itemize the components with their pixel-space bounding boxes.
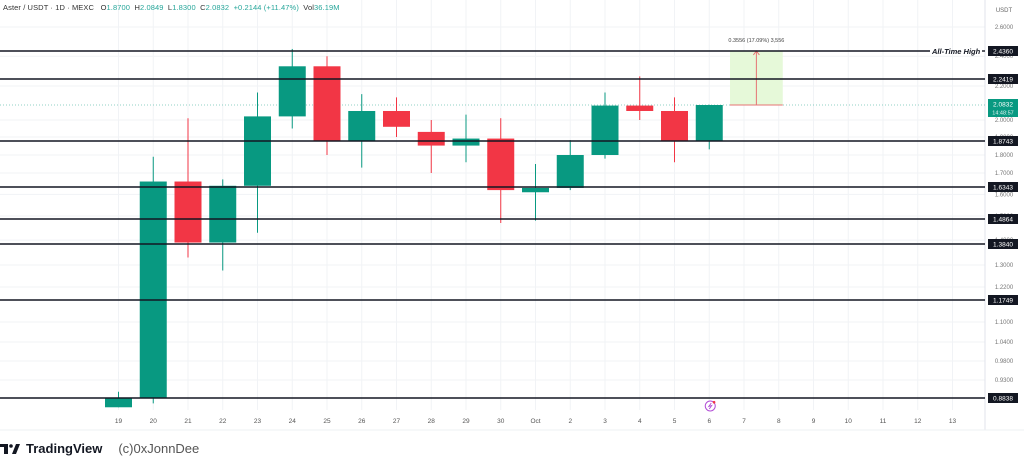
time-tick: 23 [254,418,262,425]
time-tick: 28 [428,418,436,425]
candle[interactable] [661,97,688,163]
candle[interactable] [139,156,167,404]
price-tick: 1.1000 [995,320,1014,326]
time-tick: 24 [289,418,297,425]
candle[interactable] [313,56,341,155]
time-tick: 8 [777,418,781,425]
symbol-title: Aster / USDT · 1D · MEXC [3,3,95,12]
time-tick: 12 [914,418,922,425]
change-value: +0.2144 (+11.47%) [233,3,299,12]
price-tick: 1.8000 [995,153,1014,159]
time-tick: 30 [497,418,505,425]
time-tick: 19 [115,418,123,425]
candle[interactable] [487,118,515,224]
candle[interactable] [209,179,237,271]
candles [105,48,723,408]
time-tick: 7 [742,418,746,425]
candle[interactable] [591,92,619,159]
svg-text:2.4360: 2.4360 [993,48,1013,55]
price-tick: 0.9300 [995,378,1014,384]
price-tick: 2.6000 [995,25,1014,31]
author-credit: (c)0xJonnDee [118,441,200,456]
symbol-legend: Aster / USDT · 1D · MEXC O1.8700 H2.0849… [3,3,340,12]
svg-text:0.8838: 0.8838 [993,395,1013,402]
time-tick: 13 [949,418,957,425]
price-axis[interactable]: USDT2.60002.40002.20002.00001.90001.8000… [988,8,1018,403]
level-price-tag [988,295,1018,305]
candle[interactable] [278,48,306,129]
time-tick: 29 [462,418,470,425]
candle[interactable] [244,92,271,233]
currency-label: USDT [996,8,1013,14]
candle[interactable] [695,104,723,150]
candle[interactable] [522,164,549,221]
svg-text:1.4864: 1.4864 [993,216,1013,223]
event-flash-icon[interactable] [704,400,716,412]
time-tick: 25 [323,418,331,425]
current-price-tag [988,99,1018,117]
measure-label: 0.3556 (17.09%) 3,556 [728,38,784,44]
svg-text:2.0832: 2.0832 [993,102,1013,109]
time-tick: 2 [568,418,572,425]
time-tick: 6 [707,418,711,425]
time-tick: Oct [530,418,540,425]
high-value: 2.0849 [139,3,164,12]
bar-countdown: 14:48:57 [992,111,1013,117]
tradingview-logo-icon [0,443,20,454]
price-tick: 2.4000 [995,54,1014,60]
candle[interactable] [452,114,480,163]
svg-text:1.6343: 1.6343 [993,184,1013,191]
time-tick: 20 [150,418,158,425]
time-tick: 3 [603,418,607,425]
time-tick: 10 [845,418,853,425]
price-tick: 2.0000 [995,118,1014,124]
candle[interactable] [105,391,132,408]
level-price-tag [988,393,1018,403]
low-value: 1.8300 [172,3,196,12]
candle[interactable] [417,120,445,173]
level-price-tag [988,136,1018,146]
brand-name: TradingView [26,441,103,456]
level-price-tag [988,182,1018,192]
time-tick: 9 [812,418,816,425]
candle[interactable] [626,76,654,120]
footer: TradingView (c)0xJonnDee [0,436,199,461]
open-value: 1.8700 [106,3,131,12]
time-tick: 26 [358,418,366,425]
price-tick: 1.3000 [995,263,1014,269]
svg-text:1.3840: 1.3840 [993,241,1013,248]
close-value: 2.0832 [205,3,230,12]
time-tick: 11 [880,418,887,425]
time-tick: 27 [393,418,401,425]
level-price-tag [988,239,1018,249]
measure-tool[interactable]: 0.3556 (17.09%) 3,556 [728,38,784,106]
time-tick: 4 [638,418,642,425]
time-tick: 21 [184,418,192,425]
time-tick: 22 [219,418,227,425]
tradingview-logo[interactable]: TradingView [0,441,102,456]
level-price-tag [988,46,1018,56]
candle[interactable] [348,94,376,168]
svg-text:1.1749: 1.1749 [993,297,1013,304]
level-price-tag [988,74,1018,84]
candle[interactable] [174,118,202,258]
support-resistance-levels[interactable] [0,50,985,399]
level-price-tag [988,214,1018,224]
time-axis[interactable]: 19 20 21 22 23 24 25 26 27 28 29 30 Oct 2 3 4 5 6 7 8 9 10 11 1… [115,418,957,425]
ath-label: All-Time High [931,47,981,56]
svg-text:2.2419: 2.2419 [993,76,1013,83]
price-tick: 1.6000 [995,192,1014,198]
price-tick: 1.0400 [995,340,1014,346]
time-tick: 5 [673,418,677,425]
candle[interactable] [556,140,584,191]
price-tick: 1.7000 [995,171,1014,177]
price-tick: 0.9800 [995,359,1014,365]
price-tick: 1.2200 [995,285,1014,291]
price-tick: 2.2000 [995,84,1014,90]
candle[interactable] [383,97,410,137]
volume-value: 36.19M [314,3,340,12]
svg-text:1.8743: 1.8743 [993,138,1013,145]
